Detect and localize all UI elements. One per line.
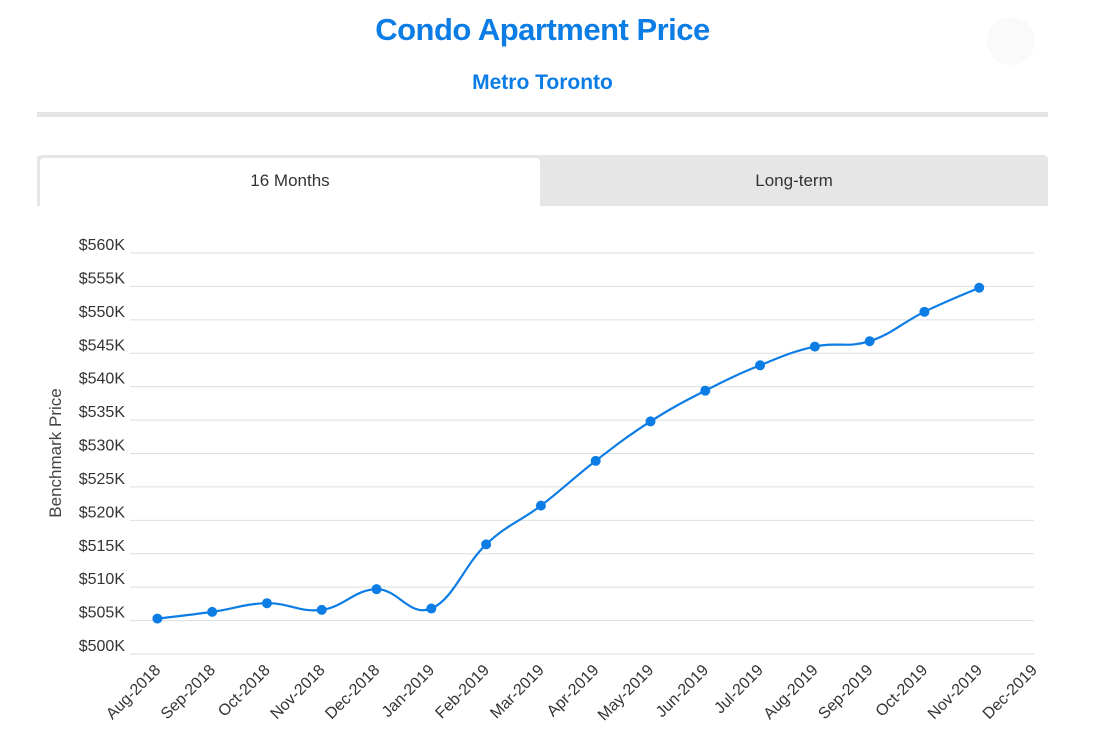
x-tick-label: Jul-2019 — [711, 662, 766, 717]
chart-title: Condo Apartment Price — [375, 12, 710, 47]
data-point[interactable] — [371, 584, 382, 595]
y-tick-label: $545K — [79, 337, 126, 354]
y-tick-label: $525K — [79, 471, 126, 488]
tab-bar: 16 Months Long-term — [37, 155, 1048, 206]
data-point[interactable] — [316, 604, 327, 615]
x-tick-label: Aug-2018 — [103, 662, 164, 723]
data-point[interactable] — [919, 306, 930, 317]
data-point[interactable] — [755, 360, 766, 371]
data-points — [152, 282, 985, 624]
header-divider — [37, 112, 1048, 117]
y-tick-label: $535K — [79, 404, 126, 421]
tab-16-months[interactable]: 16 Months — [40, 158, 540, 206]
data-point[interactable] — [645, 416, 656, 427]
x-tick-label: Dec-2019 — [980, 662, 1041, 723]
y-axis-ticks: $500K $505K $510K $515K $520K $525K $530K $535K… — [79, 237, 126, 655]
y-tick-label: $520K — [79, 504, 126, 521]
y-tick-label: $530K — [79, 438, 126, 455]
y-tick-label: $550K — [79, 304, 126, 321]
chart-subtitle: Metro Toronto — [472, 71, 613, 94]
y-axis-label: Benchmark Price — [46, 388, 65, 517]
y-tick-label: $555K — [79, 270, 126, 287]
x-tick-label: Oct-2018 — [215, 662, 274, 721]
tab-long-term[interactable]: Long-term — [755, 171, 833, 190]
data-point[interactable] — [700, 385, 711, 396]
x-tick-label: Jun-2019 — [653, 662, 712, 721]
data-point[interactable] — [481, 539, 492, 550]
x-tick-label: Mar-2019 — [487, 662, 548, 723]
x-tick-label: Aug-2019 — [761, 662, 822, 723]
data-point[interactable] — [261, 598, 272, 609]
x-tick-label: Sep-2018 — [158, 662, 219, 723]
data-point[interactable] — [535, 500, 546, 511]
y-tick-label: $510K — [79, 571, 126, 588]
grid-lines — [130, 252, 1034, 655]
x-tick-label: Nov-2018 — [268, 662, 329, 723]
x-tick-label: Nov-2019 — [925, 662, 986, 723]
x-tick-label: Oct-2019 — [873, 662, 932, 721]
y-tick-label: $500K — [79, 638, 126, 655]
x-tick-label: May-2019 — [595, 662, 657, 724]
series-line — [157, 286, 980, 620]
data-point[interactable] — [864, 336, 875, 347]
y-tick-label: $515K — [79, 538, 126, 555]
x-tick-label: Feb-2019 — [432, 662, 493, 723]
data-point[interactable] — [974, 282, 985, 293]
data-point[interactable] — [152, 613, 163, 624]
x-tick-label: Apr-2019 — [544, 662, 603, 721]
x-axis-ticks: Aug-2018Sep-2018Oct-2018Nov-2018Dec-2018… — [103, 662, 1041, 724]
x-tick-label: Dec-2018 — [322, 662, 383, 723]
y-tick-label: $560K — [79, 237, 126, 254]
y-tick-label: $505K — [79, 605, 126, 622]
data-point[interactable] — [426, 603, 437, 614]
x-tick-label: Jan-2019 — [379, 662, 438, 721]
data-point[interactable] — [590, 455, 601, 466]
data-point[interactable] — [809, 341, 820, 352]
x-tick-label: Sep-2019 — [815, 662, 876, 723]
corner-badge-icon — [987, 17, 1035, 65]
data-point[interactable] — [207, 606, 218, 617]
y-tick-label: $540K — [79, 371, 126, 388]
